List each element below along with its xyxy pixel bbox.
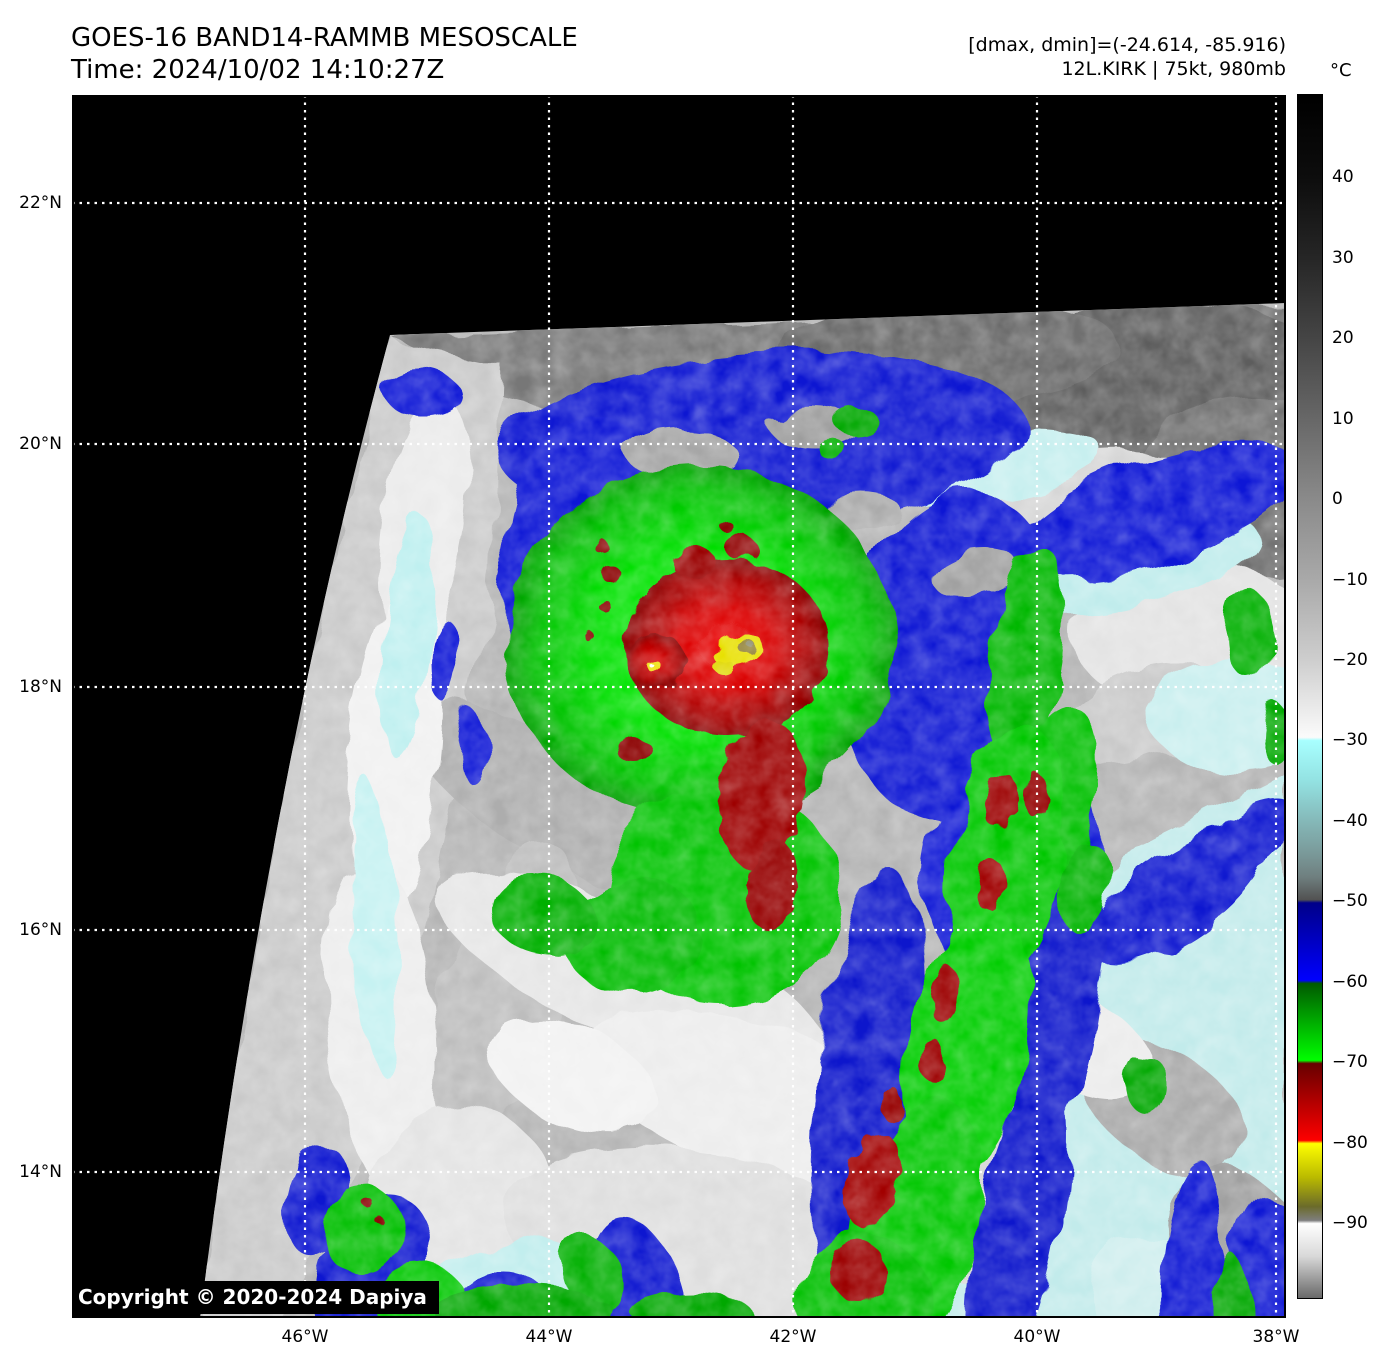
lon-label-44w: 44°W	[525, 1327, 573, 1347]
cb-tick-m30: −30	[1332, 730, 1368, 750]
header-right: [dmax, dmin]=(-24.614, -85.916) 12L.KIRK…	[968, 33, 1286, 81]
lon-label-46w: 46°W	[281, 1327, 329, 1347]
cb-tick-0: 0	[1332, 489, 1343, 509]
cb-tick-m70: −70	[1332, 1052, 1368, 1072]
cb-tick-m10: −10	[1332, 570, 1368, 590]
graticule	[72, 95, 1286, 1318]
temperature-colorbar	[1297, 94, 1323, 1299]
map-border	[72, 95, 1286, 1318]
lat-label-22n: 22°N	[19, 193, 62, 213]
data-swath	[200, 303, 1286, 1318]
lat-label-18n: 18°N	[19, 677, 62, 697]
satellite-map: Copyright © 2020-2024 Dapiya	[72, 95, 1286, 1318]
cb-tick-m80: −80	[1332, 1133, 1368, 1153]
cloud-texture	[200, 303, 1286, 1318]
storm-info: 12L.KIRK | 75kt, 980mb	[1061, 58, 1286, 80]
cb-tick-10: 10	[1332, 409, 1354, 429]
lon-label-40w: 40°W	[1013, 1327, 1061, 1347]
cb-tick-m50: −50	[1332, 891, 1368, 911]
timestamp: Time: 2024/10/02 14:10:27Z	[71, 55, 445, 85]
lat-label-16n: 16°N	[19, 920, 62, 940]
page-title: GOES-16 BAND14-RAMMB MESOSCALE	[71, 23, 578, 53]
copyright-watermark: Copyright © 2020-2024 Dapiya	[72, 1281, 439, 1314]
lat-label-20n: 20°N	[19, 434, 62, 454]
cb-tick-20: 20	[1332, 328, 1354, 348]
cb-tick-m20: −20	[1332, 650, 1368, 670]
cb-tick-m90: −90	[1332, 1213, 1368, 1233]
cb-tick-m40: −40	[1332, 811, 1368, 831]
lat-label-14n: 14°N	[19, 1162, 62, 1182]
dmax-dmin-readout: [dmax, dmin]=(-24.614, -85.916)	[968, 34, 1286, 56]
satellite-image	[72, 95, 1286, 1318]
cb-tick-30: 30	[1332, 248, 1354, 268]
colorbar-unit-label: °C	[1330, 60, 1352, 81]
cb-tick-m60: −60	[1332, 972, 1368, 992]
cb-tick-40: 40	[1332, 167, 1354, 187]
lon-label-42w: 42°W	[769, 1327, 817, 1347]
lon-label-38w: 38°W	[1252, 1327, 1300, 1347]
